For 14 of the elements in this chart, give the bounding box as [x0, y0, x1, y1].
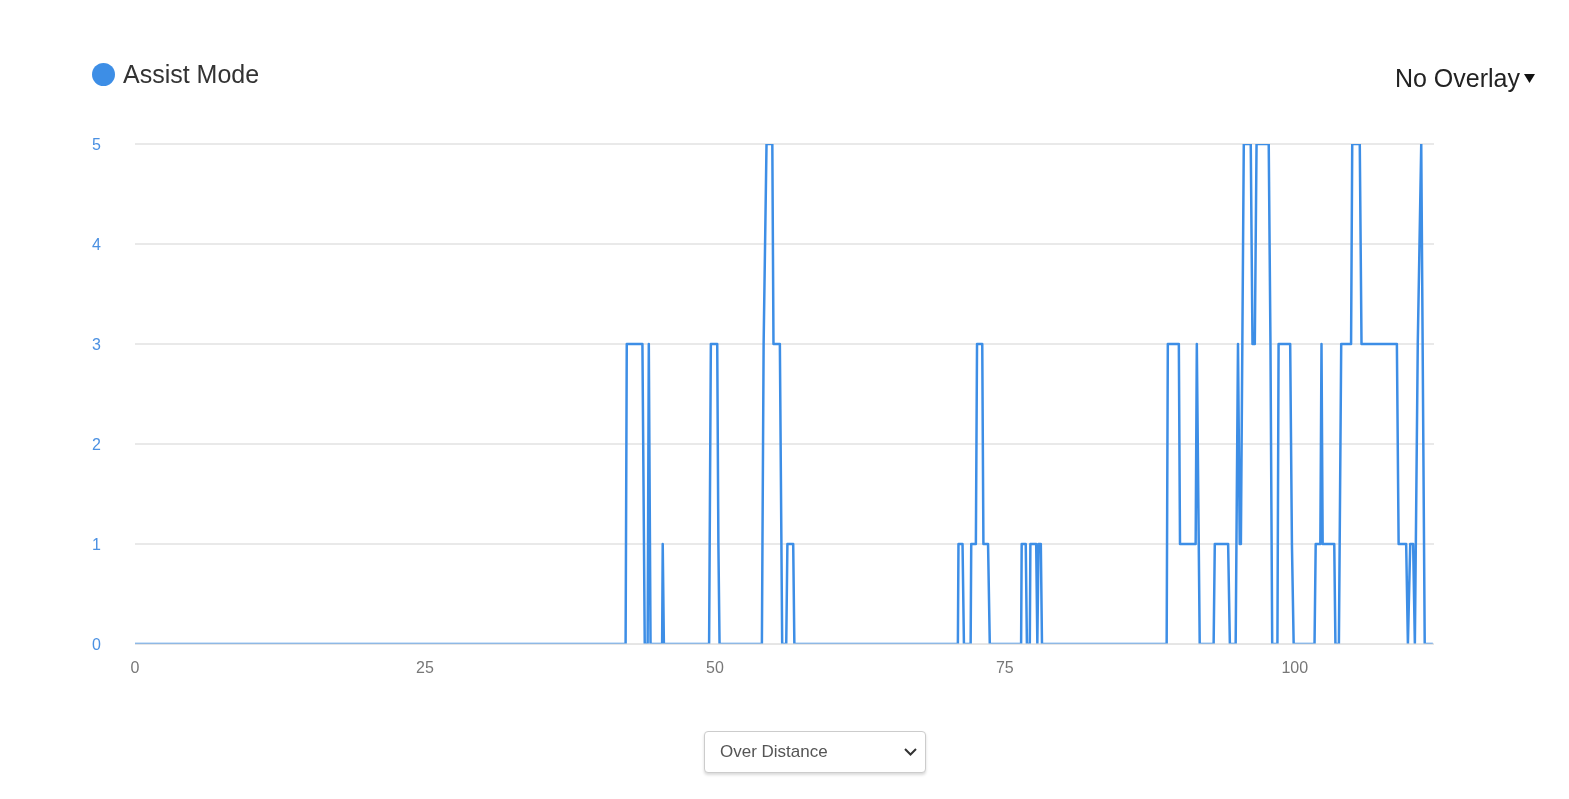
x-tick-label: 25	[416, 659, 434, 677]
y-tick-label: 1	[92, 535, 102, 553]
x-tick-label: 100	[1281, 659, 1309, 677]
legend-label: Assist Mode	[123, 60, 260, 89]
dropdown-field: Over Distance	[704, 731, 926, 773]
x-tick-label: 75	[995, 659, 1014, 677]
y-tick-label: 2	[92, 435, 102, 453]
y-tick-label: 5	[92, 135, 102, 153]
y-tick-label: 3	[92, 335, 102, 353]
x-tick-label: 0	[130, 659, 140, 677]
text: No Overlay	[1394, 64, 1520, 93]
x-tick-label: 50	[706, 659, 724, 677]
y-tick-label: 0	[92, 635, 102, 653]
y-tick-label: 4	[92, 235, 102, 253]
